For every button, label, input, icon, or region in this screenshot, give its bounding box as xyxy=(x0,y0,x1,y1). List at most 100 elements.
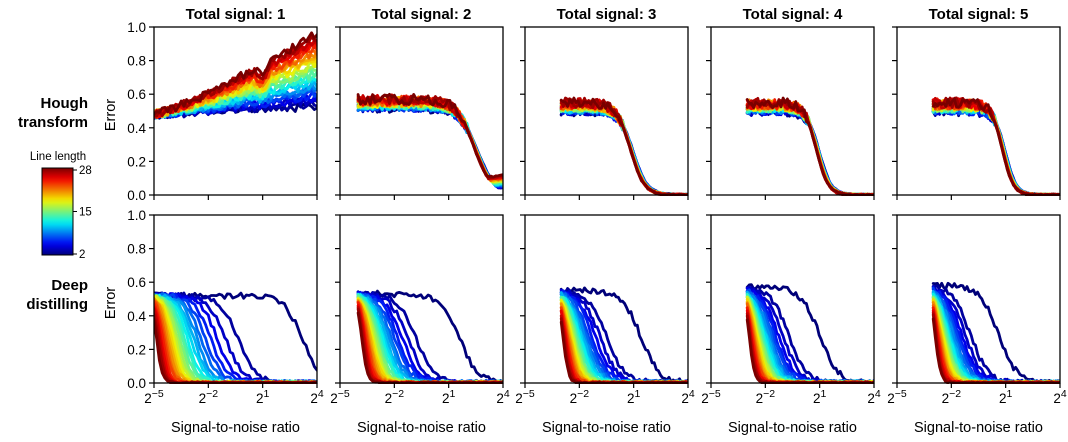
series-line-length-15 xyxy=(931,101,1060,196)
series-line-length-17 xyxy=(745,100,874,196)
series-line-length-7 xyxy=(931,103,1060,196)
x-tick-label: 24 xyxy=(496,388,510,406)
series-line-length-4 xyxy=(745,104,874,196)
y-tick-label: 1.0 xyxy=(127,20,146,35)
series-line-length-12 xyxy=(559,101,688,196)
y-tick-label: 0.0 xyxy=(127,188,146,203)
series-line-length-3 xyxy=(356,101,503,190)
series-line-length-14 xyxy=(931,101,1060,196)
row-label: transform xyxy=(18,114,88,131)
colorbar-tick-label: 2 xyxy=(79,249,85,261)
panel-r1-c0: 0.0 0.2 0.4 0.6 0.8 1.0 2−5 2−2 21 24 Signal-to-no… xyxy=(103,208,324,436)
panel-r1-c2: 2−5 2−2 21 24 Signal-to-noise ratio xyxy=(515,214,695,436)
column-title: Total signal: 3 xyxy=(557,6,657,23)
column-title: Total signal: 2 xyxy=(372,6,472,23)
series-group xyxy=(356,289,503,384)
series-line-length-28 xyxy=(154,31,317,116)
y-axis-label: Error xyxy=(103,99,119,131)
series-group xyxy=(559,286,688,384)
series-line-length-15 xyxy=(745,100,874,196)
row-label: Deep xyxy=(51,277,88,294)
column-title: Total signal: 5 xyxy=(929,6,1029,23)
panel-r0-c4: Total signal: 5 xyxy=(892,6,1061,200)
series-line-length-13 xyxy=(559,101,688,196)
axes-frame xyxy=(710,214,875,384)
x-tick-label: 2−2 xyxy=(942,388,962,406)
y-tick-label: 0.0 xyxy=(127,376,146,391)
series-line-length-11 xyxy=(931,101,1060,196)
x-tick-label: 24 xyxy=(681,388,695,406)
series-line-length-2 xyxy=(745,105,874,196)
x-tick-label: 2−2 xyxy=(570,388,590,406)
series-line-length-4 xyxy=(356,101,503,190)
series-line-length-10 xyxy=(559,102,688,196)
series-group xyxy=(931,281,1060,384)
x-tick-label: 21 xyxy=(627,388,641,406)
axes-frame xyxy=(153,26,318,196)
series-line-length-16 xyxy=(931,100,1060,196)
column-title: Total signal: 4 xyxy=(743,6,843,23)
series-line-length-9 xyxy=(745,103,874,196)
series-group xyxy=(154,31,317,120)
x-tick-label: 24 xyxy=(310,388,324,406)
series-line-length-11 xyxy=(745,101,874,196)
row-label: Hough xyxy=(41,95,88,112)
y-tick-label: 0.4 xyxy=(127,309,146,324)
x-axis-label: Signal-to-noise ratio xyxy=(357,420,486,436)
x-tick-label: 2−5 xyxy=(330,388,350,406)
x-tick-label: 2−2 xyxy=(756,388,776,406)
series-line-length-10 xyxy=(745,102,874,196)
y-tick-label: 0.6 xyxy=(127,87,146,102)
series-line-length-17 xyxy=(931,100,1060,196)
colorbar-tick-label: 15 xyxy=(79,207,92,219)
x-tick-label: 21 xyxy=(813,388,827,406)
series-group xyxy=(745,283,874,384)
y-tick-label: 0.8 xyxy=(127,54,146,69)
series-line-length-11 xyxy=(559,102,688,196)
colorbar-title: Line length xyxy=(30,151,86,163)
series-line-length-6 xyxy=(745,103,874,196)
x-tick-label: 24 xyxy=(1053,388,1067,406)
axes-frame xyxy=(896,214,1061,384)
x-tick-label: 21 xyxy=(999,388,1013,406)
series-line-length-2 xyxy=(154,291,317,372)
axes-frame xyxy=(710,26,875,196)
x-axis-label: Signal-to-noise ratio xyxy=(171,420,300,436)
series-line-length-6 xyxy=(559,105,688,196)
series-line-length-14 xyxy=(745,101,874,196)
x-tick-label: 2−5 xyxy=(887,388,907,406)
series-line-length-14 xyxy=(559,101,688,196)
panel-r0-c0: 0.0 0.2 0.4 0.6 0.8 1.0 Total signal: 1 Error xyxy=(103,6,318,203)
x-tick-label: 21 xyxy=(256,388,270,406)
series-line-length-5 xyxy=(559,104,688,196)
panel-r1-c1: 2−5 2−2 21 24 Signal-to-noise ratio xyxy=(330,214,510,436)
x-tick-label: 2−5 xyxy=(701,388,721,406)
axes-frame xyxy=(524,214,689,384)
panel-r1-c4: 2−5 2−2 21 24 Signal-to-noise ratio xyxy=(887,214,1067,436)
series-line-length-10 xyxy=(931,102,1060,196)
series-line-length-2 xyxy=(559,104,688,196)
x-tick-label: 24 xyxy=(867,388,881,406)
series-line-length-13 xyxy=(745,101,874,196)
series-line-length-8 xyxy=(559,102,688,196)
row-label: distilling xyxy=(26,296,88,313)
series-line-length-5 xyxy=(745,103,874,196)
series-group xyxy=(356,92,503,190)
series-line-length-7 xyxy=(745,103,874,196)
y-tick-label: 0.2 xyxy=(127,154,146,169)
column-title: Total signal: 1 xyxy=(186,6,286,23)
panel-r0-c1: Total signal: 2 xyxy=(335,6,504,200)
series-group xyxy=(745,96,874,196)
axes-frame xyxy=(339,214,504,384)
y-tick-label: 0.4 xyxy=(127,121,146,136)
y-tick-label: 0.8 xyxy=(127,242,146,257)
y-tick-label: 0.2 xyxy=(127,342,146,357)
series-line-length-13 xyxy=(931,101,1060,196)
x-tick-label: 2−5 xyxy=(515,388,535,406)
series-line-length-4 xyxy=(559,104,688,196)
x-tick-label: 2−2 xyxy=(385,388,405,406)
x-axis-label: Signal-to-noise ratio xyxy=(914,420,1043,436)
series-group xyxy=(154,291,317,384)
panel-r1-c3: 2−5 2−2 21 24 Signal-to-noise ratio xyxy=(701,214,881,436)
